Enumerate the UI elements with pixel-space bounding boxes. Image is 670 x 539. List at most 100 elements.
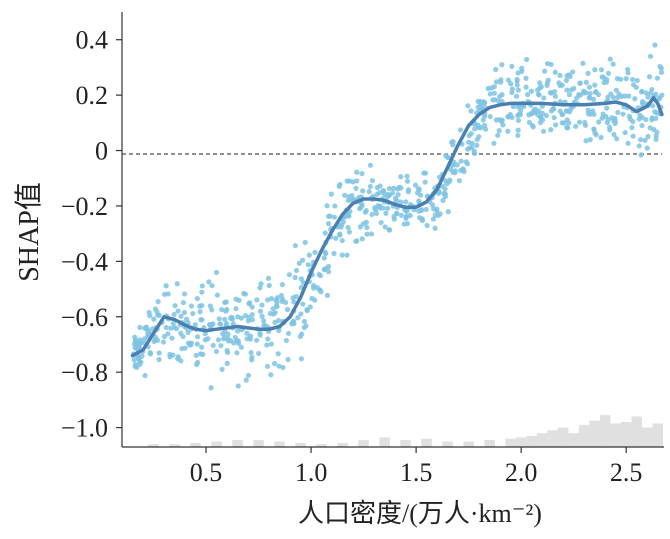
shap-point [577, 92, 583, 98]
shap-point [271, 361, 278, 367]
shap-point [323, 265, 330, 272]
y-tick-label: −0.2 [61, 192, 108, 221]
shap-point [519, 65, 525, 71]
histogram-bar [547, 430, 558, 447]
shap-point [606, 124, 613, 130]
shap-point [587, 90, 593, 97]
shap-point [292, 242, 298, 249]
shap-point [285, 356, 291, 363]
shap-point [170, 320, 176, 327]
shap-point [553, 122, 559, 128]
shap-point [401, 221, 407, 227]
shap-point [284, 306, 291, 313]
shap-point [283, 337, 289, 344]
shap-point [638, 152, 644, 158]
shap-point [217, 321, 223, 327]
shap-point [209, 283, 215, 289]
shap-point [145, 327, 151, 333]
shap-point [333, 235, 339, 241]
shap-point [474, 142, 480, 148]
shap-point [170, 352, 176, 358]
shap-point [194, 341, 200, 347]
shap-point [323, 251, 329, 257]
shap-point [552, 69, 558, 75]
shap-point [193, 352, 199, 359]
histogram-bar [578, 424, 590, 447]
shap-point [543, 112, 549, 119]
shap-point [544, 61, 551, 67]
shap-point [487, 91, 493, 97]
shap-point [187, 342, 193, 348]
shap-point [481, 122, 488, 129]
shap-point [337, 181, 343, 188]
shap-point [137, 361, 143, 367]
shap-point [633, 84, 639, 91]
shap-point [137, 324, 143, 330]
shap-point [386, 185, 393, 192]
shap-point [266, 282, 272, 289]
shap-point [398, 199, 404, 205]
shap-point [395, 192, 401, 198]
shap-point [523, 84, 529, 90]
shap-point [590, 96, 597, 102]
shap-point [509, 63, 515, 69]
shap-point [367, 162, 374, 168]
shap-point [306, 252, 312, 258]
shap-point [235, 314, 241, 320]
shap-point [337, 231, 343, 237]
shap-point [378, 219, 384, 226]
shap-point [523, 75, 529, 81]
shap-point [268, 372, 274, 378]
shap-point [316, 287, 322, 293]
shap-point [354, 238, 360, 244]
shap-point [513, 93, 520, 99]
shap-point [418, 192, 424, 198]
shap-point [539, 110, 546, 116]
shap-point [298, 311, 304, 317]
shap-point [194, 361, 200, 368]
y-tick-label: −0.6 [61, 303, 108, 332]
shap-point [377, 183, 383, 189]
shap-point [604, 76, 610, 83]
shap-point [611, 118, 617, 124]
shap-point [654, 129, 660, 135]
shap-point [515, 117, 522, 124]
histogram-bar [568, 433, 579, 447]
shap-point [328, 191, 335, 197]
shap-point [515, 127, 521, 133]
shap-point [245, 318, 251, 324]
density-histogram [148, 415, 663, 447]
shap-point [398, 185, 404, 191]
shap-point [141, 336, 147, 342]
shap-point [276, 328, 282, 334]
shap-point [547, 89, 554, 96]
shap-point [325, 221, 332, 227]
shap-point [254, 297, 260, 303]
shap-point [216, 316, 222, 322]
shap-point [598, 134, 604, 141]
shap-point [524, 56, 530, 63]
shap-point [242, 291, 249, 297]
shap-point [568, 87, 574, 93]
shap-point [199, 289, 205, 295]
shap-point [592, 67, 598, 73]
histogram-bar [379, 437, 390, 447]
shap-point [245, 372, 252, 379]
shap-point [293, 267, 300, 274]
shap-point [209, 322, 215, 328]
shap-point [458, 158, 464, 164]
shap-point [300, 301, 306, 307]
shap-point [363, 207, 369, 214]
shap-point [210, 342, 216, 349]
histogram-bar [484, 440, 495, 447]
shap-point [452, 170, 458, 176]
shap-point [639, 114, 645, 120]
shap-point [652, 42, 658, 48]
shap-point [577, 80, 583, 86]
y-tick-label: 0 [95, 137, 108, 166]
shap-point [498, 77, 504, 83]
shap-point [175, 354, 181, 360]
shap-point [464, 161, 471, 167]
shap-point [247, 336, 253, 342]
shap-point [627, 116, 633, 122]
